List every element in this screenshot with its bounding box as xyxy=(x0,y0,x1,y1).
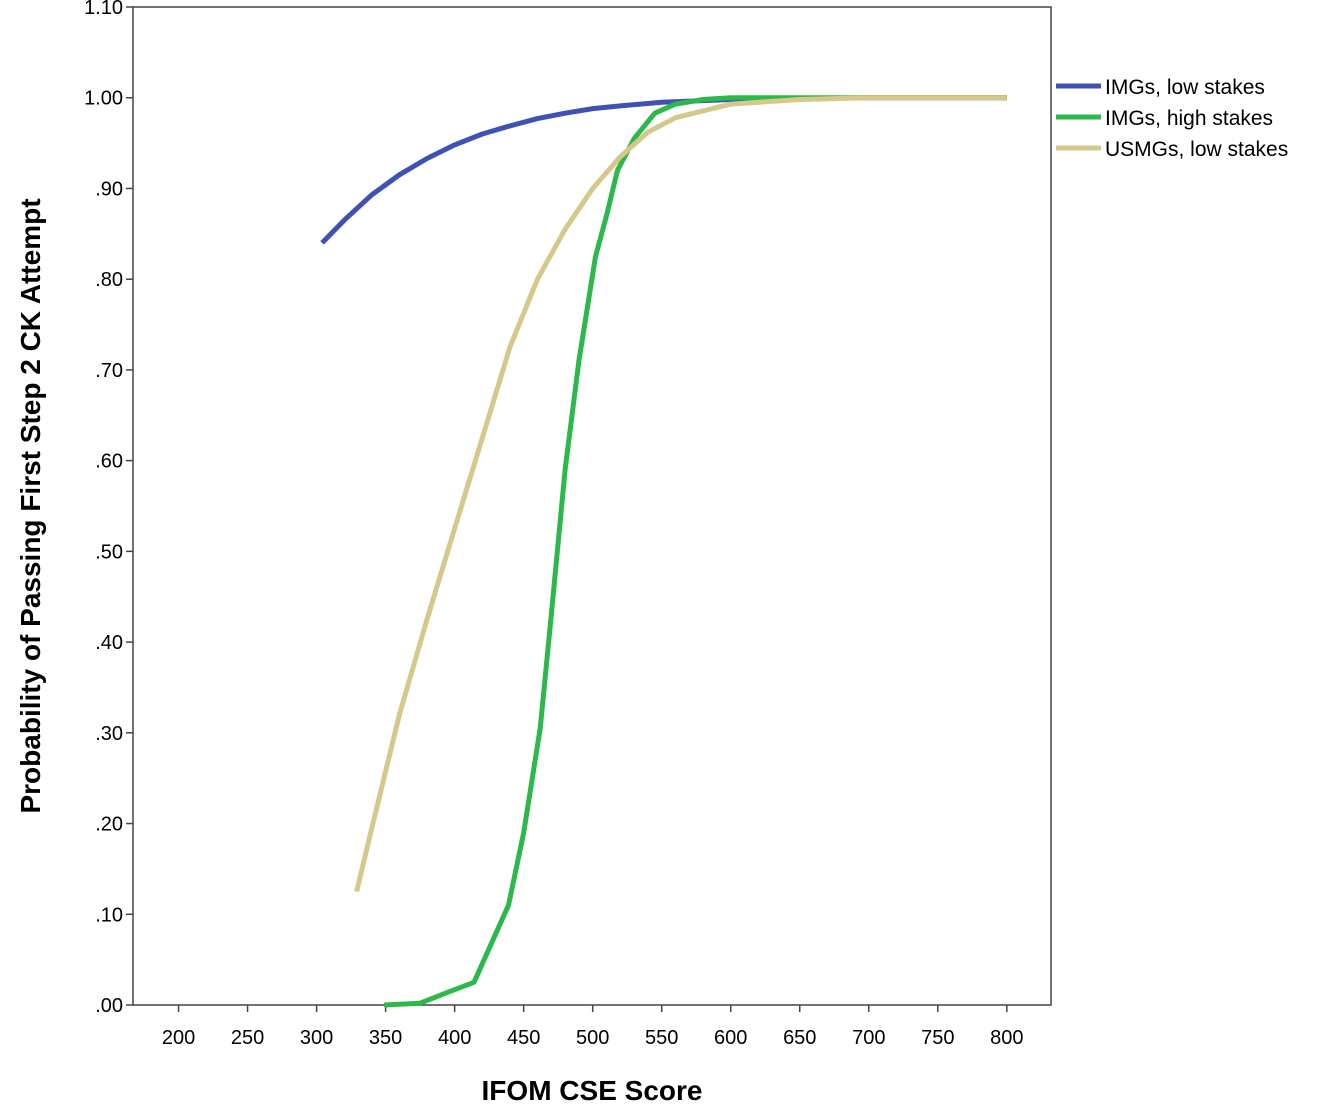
y-tick-label: .10 xyxy=(95,904,123,926)
y-tick-label: .40 xyxy=(95,632,123,654)
y-tick-label: .30 xyxy=(95,723,123,745)
legend-label: IMGs, high stakes xyxy=(1105,107,1273,130)
x-tick-label: 450 xyxy=(507,1027,540,1049)
x-tick-label: 650 xyxy=(783,1027,816,1049)
x-tick-label: 350 xyxy=(369,1027,402,1049)
x-tick-label: 600 xyxy=(714,1027,747,1049)
legend-label: IMGs, low stakes xyxy=(1105,76,1265,99)
x-tick-label: 800 xyxy=(990,1027,1023,1049)
series-line-3 xyxy=(354,95,1007,893)
y-tick-label: 1.10 xyxy=(84,0,123,19)
x-tick-label: 300 xyxy=(300,1027,333,1049)
y-tick-label: .80 xyxy=(95,269,123,291)
x-tick-label: 550 xyxy=(645,1027,678,1049)
y-tick-label: .70 xyxy=(95,360,123,382)
x-tick-label: 400 xyxy=(438,1027,471,1049)
legend: IMGs, low stakes IMGs, high stakes USMGs, … xyxy=(1056,76,1288,161)
y-tick-label: .20 xyxy=(95,814,123,836)
series-lines xyxy=(320,95,1007,1008)
series-line-2 xyxy=(384,95,1007,1008)
x-axis-title: IFOM CSE Score xyxy=(482,1075,703,1105)
y-tick-label: .50 xyxy=(95,541,123,563)
x-tick-label: 750 xyxy=(921,1027,954,1049)
legend-label: USMGs, low stakes xyxy=(1105,138,1288,161)
y-tick-label: .60 xyxy=(95,451,123,473)
y-axis-title: Probability of Passing First Step 2 CK A… xyxy=(15,198,46,813)
x-tick-label: 200 xyxy=(162,1027,195,1049)
x-tick-label: 500 xyxy=(576,1027,609,1049)
x-tick-label: 700 xyxy=(852,1027,885,1049)
y-tick-label: 1.00 xyxy=(84,88,123,110)
y-tick-label: .90 xyxy=(95,178,123,200)
plot-area xyxy=(132,6,1052,1006)
x-tick-label: 250 xyxy=(231,1027,264,1049)
axis-ticks: 200 250 300 350 400 450 500 550 600 650 700 750 800.… xyxy=(84,0,1023,1049)
y-tick-label: .00 xyxy=(95,995,123,1017)
